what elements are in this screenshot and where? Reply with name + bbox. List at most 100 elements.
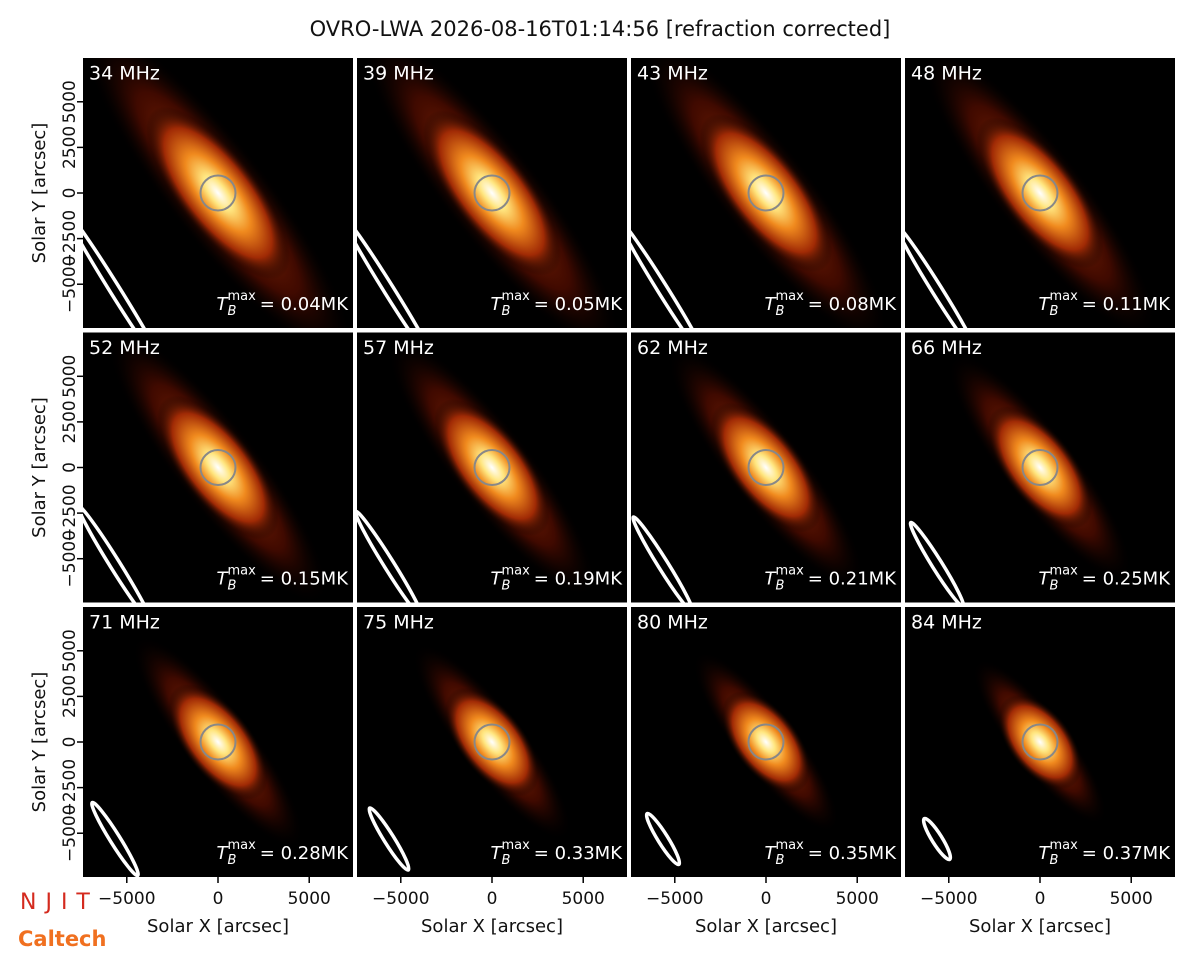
x-axis-label: Solar X [arcsec]	[147, 916, 289, 937]
tmax-value: = 0.11MK	[1082, 294, 1171, 315]
y-tick-label: −2500	[60, 210, 80, 268]
tmax-label: TBmax = 0.21MK	[765, 563, 898, 593]
beam	[631, 218, 709, 328]
tmax-sup: max	[1049, 838, 1078, 853]
panel-title: 52 MHz	[89, 337, 160, 359]
tmax-sub: B	[502, 853, 511, 868]
tmax-value: = 0.35MK	[808, 843, 897, 864]
solar-disk	[747, 723, 785, 761]
tmax-label: TBmax = 0.04MK	[217, 289, 350, 319]
tmax-value: = 0.33MK	[534, 843, 623, 864]
panel-title: 84 MHz	[911, 612, 982, 634]
tmax-label: TBmax = 0.19MK	[491, 563, 624, 593]
tmax-sub: B	[228, 578, 237, 593]
tmax-sup: max	[501, 838, 530, 853]
y-axis-label: Solar Y [arcsec]	[29, 123, 50, 264]
panel: 43 MHz TBmax = 0.08MK	[631, 58, 901, 328]
tmax-value: = 0.25MK	[1082, 569, 1171, 590]
tmax-sup: max	[501, 563, 530, 578]
x-tick-label: 5000	[288, 889, 331, 909]
y-tick-label: −5000	[60, 804, 80, 862]
panel: 34 MHz TBmax = 0.04MK	[83, 58, 353, 328]
solar-disk	[199, 723, 237, 761]
logo: Caltech	[18, 927, 106, 951]
tmax-label: TBmax = 0.37MK	[1039, 838, 1172, 868]
tmax-symbol: T	[491, 294, 504, 315]
panel-title: 71 MHz	[89, 612, 160, 634]
figure-title: OVRO-LWA 2026-08-16T01:14:56 [refraction…	[310, 17, 891, 41]
x-tick-label: 0	[761, 889, 772, 909]
tmax-sub: B	[776, 304, 785, 319]
x-tick-label: −5000	[920, 889, 978, 909]
solar-disk	[199, 449, 237, 486]
tmax-symbol: T	[1039, 569, 1052, 590]
emission-core	[433, 398, 551, 537]
tmax-label: TBmax = 0.25MK	[1039, 563, 1172, 593]
tmax-value: = 0.37MK	[1082, 843, 1171, 864]
beam	[631, 515, 695, 603]
tmax-sub: B	[502, 578, 511, 593]
solar-disk	[473, 174, 511, 212]
panel: 75 MHz TBmax = 0.33MK	[357, 607, 627, 877]
tmax-sup: max	[227, 838, 256, 853]
tmax-symbol: T	[1039, 294, 1052, 315]
tmax-sub: B	[776, 578, 785, 593]
panel: 62 MHz TBmax = 0.21MK	[631, 332, 901, 603]
tmax-sup: max	[1049, 289, 1078, 304]
tmax-sup: max	[775, 289, 804, 304]
tmax-sup: max	[775, 838, 804, 853]
solar-disk	[1021, 723, 1059, 761]
beam	[908, 520, 966, 603]
panel: 39 MHz TBmax = 0.05MK	[357, 58, 627, 328]
panel-title: 62 MHz	[637, 337, 708, 359]
beam	[357, 213, 438, 328]
emission-core	[422, 110, 562, 276]
x-tick-label: 5000	[562, 889, 605, 909]
y-tick-label: −2500	[60, 759, 80, 817]
tmax-label: TBmax = 0.15MK	[217, 563, 350, 593]
tmax-value: = 0.15MK	[260, 569, 349, 590]
y-tick-label: 5000	[60, 80, 80, 123]
solar-disk	[473, 449, 511, 486]
tmax-label: TBmax = 0.35MK	[765, 838, 898, 868]
emission-core	[987, 406, 1093, 529]
x-tick-label: 0	[213, 889, 224, 909]
beam	[367, 806, 411, 872]
tmax-sub: B	[228, 853, 237, 868]
tmax-value: = 0.21MK	[808, 569, 897, 590]
beam	[90, 800, 140, 877]
emission-core	[168, 684, 268, 800]
beam	[83, 207, 168, 328]
x-tick-label: −5000	[372, 889, 430, 909]
emission-core	[976, 117, 1104, 269]
tmax-sup: max	[501, 289, 530, 304]
tmax-label: TBmax = 0.11MK	[1039, 289, 1172, 319]
y-tick-label: −5000	[60, 255, 80, 313]
y-tick-label: −2500	[60, 484, 80, 542]
solar-disk	[199, 174, 237, 212]
emission-core	[710, 402, 822, 533]
panel-title: 43 MHz	[637, 63, 708, 85]
panel-title: 48 MHz	[911, 63, 982, 85]
tmax-sup: max	[227, 563, 256, 578]
tmax-symbol: T	[217, 843, 230, 864]
tmax-value: = 0.05MK	[534, 294, 623, 315]
tmax-sub: B	[1050, 304, 1059, 319]
tmax-sub: B	[1050, 853, 1059, 868]
y-tick-label: 5000	[60, 629, 80, 672]
beam	[83, 504, 154, 603]
solar-disk	[1021, 174, 1059, 212]
tmax-label: TBmax = 0.33MK	[491, 838, 624, 868]
panel-title: 57 MHz	[363, 337, 434, 359]
panel: 80 MHz TBmax = 0.35MK	[631, 607, 901, 877]
panel: 57 MHz TBmax = 0.19MK	[357, 332, 627, 603]
x-tick-label: 5000	[836, 889, 879, 909]
y-tick-label: −5000	[60, 530, 80, 588]
tmax-sub: B	[776, 853, 785, 868]
tmax-sub: B	[228, 304, 237, 319]
beam	[357, 509, 425, 603]
panel-title: 39 MHz	[363, 63, 434, 85]
y-tick-label: 2500	[60, 126, 80, 169]
emission-core	[444, 687, 540, 797]
